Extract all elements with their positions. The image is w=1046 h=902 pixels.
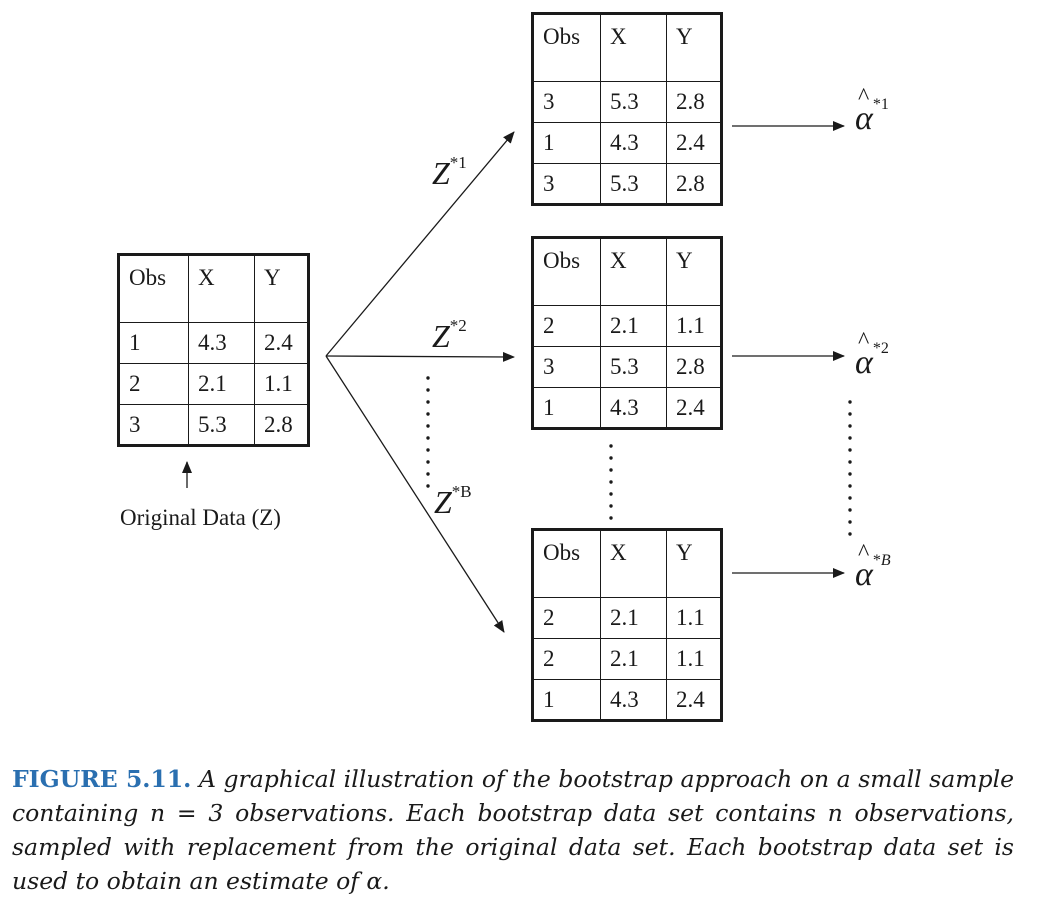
header-obs: Obs — [532, 13, 601, 82]
table-row: 3 5.3 2.8 — [118, 404, 309, 446]
diagram-connectors — [182, 121, 852, 633]
header-x: X — [188, 254, 255, 323]
table-header-row: Obs X Y — [532, 13, 722, 82]
cell-obs: 1 — [532, 122, 601, 164]
header-obs: Obs — [118, 254, 189, 323]
ellipsis-dots-left — [426, 376, 430, 488]
table-row: 1 4.3 2.4 — [532, 679, 722, 721]
table-row: 2 2.1 1.1 — [532, 597, 722, 639]
cell-x: 4.3 — [600, 387, 667, 429]
alpha-hat-estimate-1: α ^ *1 — [855, 84, 889, 137]
header-x: X — [600, 529, 667, 598]
table-row: 1 4.3 2.4 — [118, 322, 309, 364]
table-row: 2 2.1 1.1 — [118, 363, 309, 405]
cell-y: 2.8 — [666, 163, 722, 205]
cell-x: 2.1 — [188, 363, 255, 405]
figure-number: FIGURE 5.11. — [12, 765, 192, 793]
cell-y: 2.4 — [254, 322, 309, 364]
header-x: X — [600, 13, 667, 82]
cell-y: 2.8 — [666, 81, 722, 123]
bootstrap-table-b: Obs X Y 2 2.1 1.1 2 2.1 1.1 1 4.3 2.4 — [531, 528, 723, 722]
original-data-table: Obs X Y 1 4.3 2.4 2 2.1 1.1 3 5.3 2.8 — [117, 253, 310, 447]
table-header-row: Obs X Y — [532, 237, 722, 306]
table-row: 2 2.1 1.1 — [532, 305, 722, 347]
cell-y: 1.1 — [666, 305, 722, 347]
z-label-b: Z*B — [434, 482, 472, 520]
header-obs: Obs — [532, 529, 601, 598]
bootstrap-table-1: Obs X Y 3 5.3 2.8 1 4.3 2.4 3 5.3 2.8 — [531, 12, 723, 206]
cell-y: 2.8 — [666, 346, 722, 388]
cell-obs: 3 — [532, 346, 601, 388]
table-row: 1 4.3 2.4 — [532, 387, 722, 429]
table-row: 3 5.3 2.8 — [532, 163, 722, 205]
cell-x: 2.1 — [600, 597, 667, 639]
cell-x: 5.3 — [600, 163, 667, 205]
arrow-to-set-2 — [325, 351, 515, 362]
cell-obs: 1 — [532, 387, 601, 429]
bootstrap-diagram: Obs X Y 1 4.3 2.4 2 2.1 1.1 3 5.3 2.8 Or… — [117, 12, 891, 722]
cell-y: 2.4 — [666, 679, 722, 721]
cell-x: 4.3 — [600, 679, 667, 721]
caption-text: A graphical illustration of the bootstra… — [12, 765, 1014, 895]
arrow-to-set-1 — [325, 131, 515, 357]
header-y: Y — [666, 237, 722, 306]
cell-obs: 2 — [532, 597, 601, 639]
ellipsis-dots-right — [848, 400, 852, 536]
figure-caption: FIGURE 5.11. A graphical illustration of… — [12, 762, 1014, 898]
cell-y: 1.1 — [254, 363, 309, 405]
header-y: Y — [254, 254, 309, 323]
cell-y: 2.4 — [666, 387, 722, 429]
cell-obs: 3 — [532, 81, 601, 123]
cell-y: 2.4 — [666, 122, 722, 164]
cell-obs: 1 — [118, 322, 189, 364]
cell-y: 1.1 — [666, 638, 722, 680]
cell-x: 5.3 — [188, 404, 255, 446]
z-label-2: Z*2 — [432, 316, 467, 354]
table-row: 1 4.3 2.4 — [532, 122, 722, 164]
cell-x: 5.3 — [600, 346, 667, 388]
header-obs: Obs — [532, 237, 601, 306]
cell-obs: 2 — [532, 638, 601, 680]
z-label-1: Z*1 — [432, 153, 467, 191]
table-row: 2 2.1 1.1 — [532, 638, 722, 680]
header-x: X — [600, 237, 667, 306]
cell-obs: 3 — [532, 163, 601, 205]
cell-x: 4.3 — [600, 122, 667, 164]
cell-obs: 2 — [118, 363, 189, 405]
cell-obs: 3 — [118, 404, 189, 446]
cell-y: 1.1 — [666, 597, 722, 639]
alpha-hat-estimate-2: α ^ *2 — [855, 328, 889, 381]
header-y: Y — [666, 13, 722, 82]
cell-x: 5.3 — [600, 81, 667, 123]
cell-x: 4.3 — [188, 322, 255, 364]
arrow-to-set-b — [325, 355, 505, 633]
original-data-label: Original Data (Z) — [120, 505, 281, 530]
cell-obs: 1 — [532, 679, 601, 721]
table-header-row: Obs X Y — [118, 254, 309, 323]
cell-y: 2.8 — [254, 404, 309, 446]
alpha-hat-estimate-b: α ^ *B — [855, 540, 891, 593]
ellipsis-dots-middle — [609, 444, 613, 520]
cell-x: 2.1 — [600, 305, 667, 347]
table-row: 3 5.3 2.8 — [532, 81, 722, 123]
table-row: 3 5.3 2.8 — [532, 346, 722, 388]
bootstrap-table-2: Obs X Y 2 2.1 1.1 3 5.3 2.8 1 4.3 2.4 — [531, 236, 723, 430]
cell-obs: 2 — [532, 305, 601, 347]
header-y: Y — [666, 529, 722, 598]
cell-x: 2.1 — [600, 638, 667, 680]
table-header-row: Obs X Y — [532, 529, 722, 598]
